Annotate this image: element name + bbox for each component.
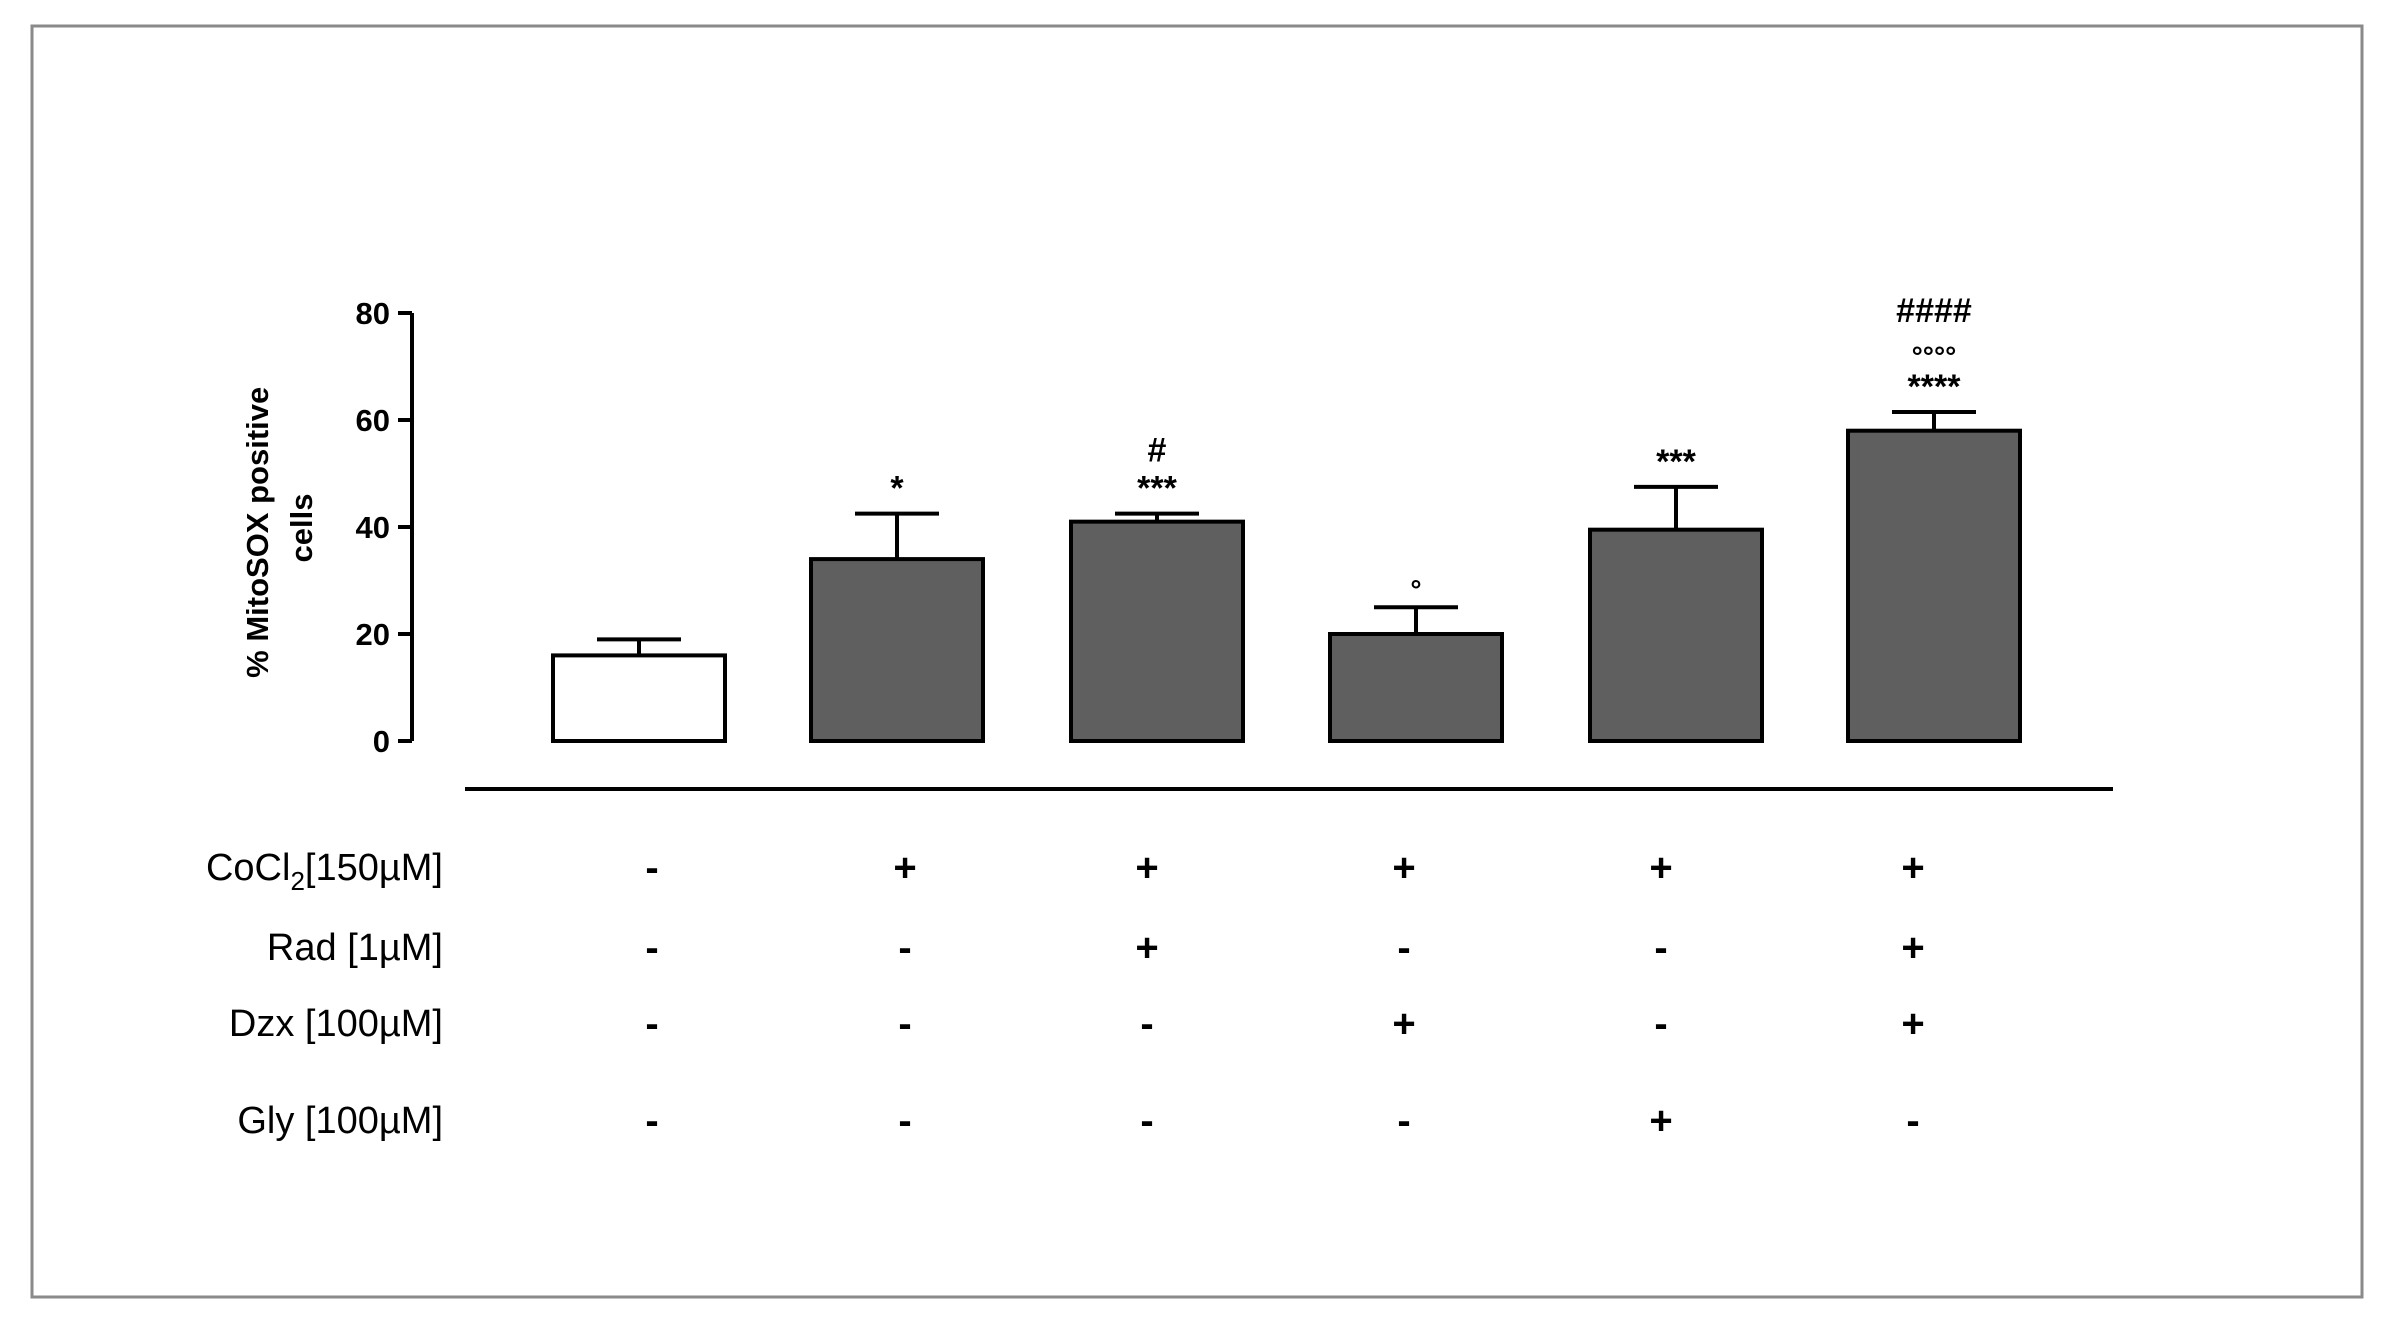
treatment-sign: -: [1654, 926, 1667, 970]
treatment-label: Rad [1µM]: [267, 927, 443, 969]
treatment-label: Dzx [100µM]: [229, 1003, 443, 1045]
treatment-sign: +: [1135, 926, 1158, 970]
treatment-sign: -: [645, 1002, 658, 1046]
treatment-sign: +: [1901, 926, 1924, 970]
treatment-table: CoCl2[150µM] - + + + + + Rad [1µM] - - + - - + Dzx [10…: [206, 846, 1925, 1143]
bar: [551, 653, 727, 744]
treatment-sign: +: [1392, 1002, 1415, 1046]
treatment-sign: +: [893, 846, 916, 890]
bar: [1328, 632, 1504, 743]
significance-label: ***: [1656, 443, 1696, 481]
bar: [809, 557, 985, 743]
treatment-label: CoCl2[150µM]: [206, 847, 443, 896]
treatment-sign: -: [898, 1099, 911, 1143]
treatment-sign: +: [1649, 1099, 1672, 1143]
bar: [1588, 527, 1764, 743]
significance-label: ***: [1137, 470, 1177, 508]
treatment-sign: -: [645, 1099, 658, 1143]
treatment-sign: -: [1140, 1002, 1153, 1046]
treatment-sign: -: [1140, 1099, 1153, 1143]
y-tick-label: 0: [373, 724, 390, 759]
significance-label: ####: [1896, 292, 1972, 330]
significance-label: °: [1410, 574, 1421, 605]
y-tick-label: 80: [356, 296, 390, 331]
treatment-sign: -: [898, 1002, 911, 1046]
treatment-sign: -: [1397, 1099, 1410, 1143]
treatment-sign: +: [1901, 846, 1924, 890]
treatment-sign: +: [1392, 846, 1415, 890]
bar: [1069, 519, 1245, 744]
treatment-sign: +: [1649, 846, 1672, 890]
treatment-sign: -: [645, 926, 658, 970]
treatment-sign: -: [898, 926, 911, 970]
y-axis-label-line1: % MitoSOX positive: [240, 387, 275, 678]
significance-label: *: [890, 470, 904, 508]
y-tick-label: 60: [356, 403, 390, 438]
treatment-sign: +: [1135, 846, 1158, 890]
y-tick-label: 20: [356, 617, 390, 652]
treatment-sign: -: [1906, 1099, 1919, 1143]
significance-label: °°°°: [1912, 341, 1957, 372]
significance-label: #: [1148, 432, 1167, 470]
bar: [1846, 428, 2022, 743]
treatment-sign: -: [645, 846, 658, 890]
y-tick-label: 40: [356, 510, 390, 545]
treatment-sign: -: [1397, 926, 1410, 970]
significance-label: ****: [1908, 368, 1962, 406]
y-axis-label: % MitoSOX positive cells: [240, 378, 319, 678]
treatment-sign: +: [1901, 1002, 1924, 1046]
treatment-label: Gly [100µM]: [237, 1100, 443, 1142]
y-axis-label-line2: cells: [284, 494, 319, 563]
treatment-sign: -: [1654, 1002, 1667, 1046]
